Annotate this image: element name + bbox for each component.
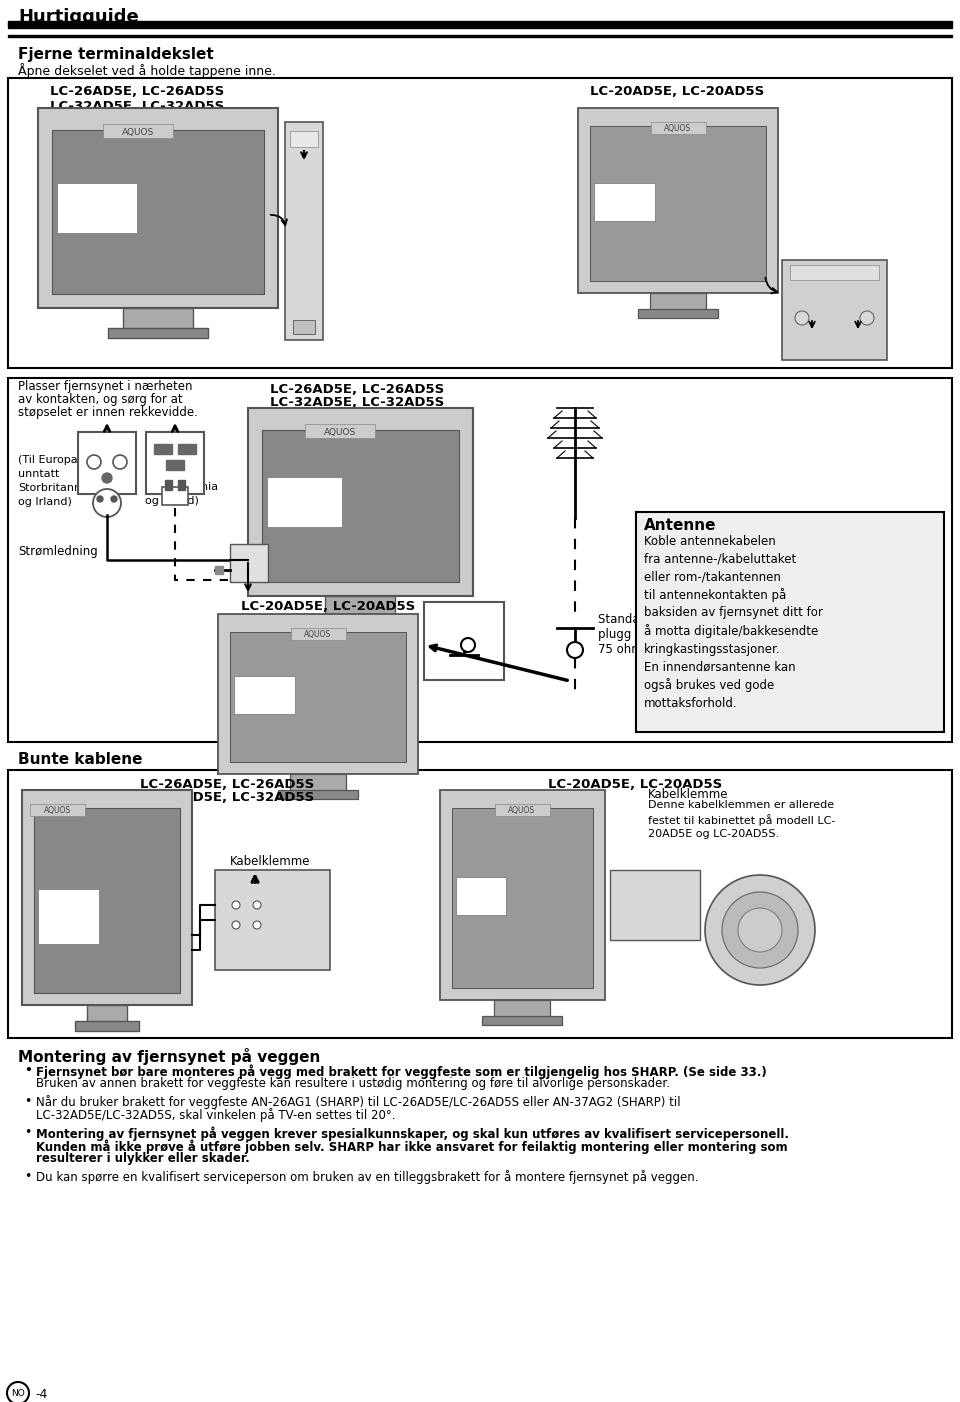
Text: Kabelklemme: Kabelklemme (648, 788, 729, 801)
Text: Standard DIN45325-
plugg (IEC 169-2)
75 ohms koaksialkabel: Standard DIN45325- plugg (IEC 169-2) 75 … (598, 613, 732, 656)
Text: LC-20AD5E, LC-20AD5S: LC-20AD5E, LC-20AD5S (241, 600, 415, 613)
Bar (162, 486, 188, 505)
Circle shape (253, 921, 261, 930)
Bar (108, 328, 208, 338)
Bar (230, 632, 406, 763)
Circle shape (102, 472, 112, 484)
Text: Bruken av annen brakett for veggfeste kan resultere i ustødig montering og føre : Bruken av annen brakett for veggfeste ka… (36, 1077, 670, 1089)
Text: resulterer i ulykker eller skader.: resulterer i ulykker eller skader. (36, 1152, 250, 1165)
Bar (75, 1021, 139, 1030)
Bar (165, 479, 172, 491)
Circle shape (253, 901, 261, 908)
Bar (267, 477, 342, 527)
Bar (293, 320, 315, 334)
Bar (103, 123, 173, 137)
Bar (22, 789, 192, 1005)
Bar (424, 601, 504, 680)
Bar (262, 430, 459, 582)
Bar (650, 293, 706, 311)
Text: Hurtigguide: Hurtigguide (18, 8, 139, 27)
Bar (482, 1016, 562, 1025)
Text: AQUOS: AQUOS (509, 806, 536, 815)
Bar (305, 423, 375, 437)
Bar (325, 596, 395, 618)
Bar (638, 308, 718, 318)
Text: LC-32AD5E, LC-32AD5S: LC-32AD5E, LC-32AD5S (140, 791, 314, 803)
Text: LC-32AD5E/LC-32AD5S, skal vinkelen på TV-en settes til 20°.: LC-32AD5E/LC-32AD5S, skal vinkelen på TV… (36, 1108, 396, 1122)
Bar (610, 871, 700, 939)
Text: NO: NO (12, 1388, 25, 1398)
Text: LC-26AD5E, LC-26AD5S: LC-26AD5E, LC-26AD5S (270, 383, 444, 395)
Text: Koble antennekabelen
fra antenne-/kabeluttaket
eller rom-/takantennen
til antenn: Koble antennekabelen fra antenne-/kabelu… (644, 536, 823, 709)
Text: (Til Europa,
unntatt
Storbritannia
og Irland): (Til Europa, unntatt Storbritannia og Ir… (18, 456, 91, 508)
Text: Montering av fjernsynet på veggen krever spesialkunnskaper, og skal kun utføres : Montering av fjernsynet på veggen krever… (36, 1126, 789, 1141)
Bar (290, 130, 318, 147)
Bar (291, 628, 346, 639)
Bar (57, 184, 137, 233)
Bar (178, 444, 196, 454)
Circle shape (97, 496, 103, 502)
Bar (578, 108, 778, 293)
Bar (594, 184, 655, 222)
Text: Antenne: Antenne (644, 517, 716, 533)
Text: Kabelklemme: Kabelklemme (230, 855, 310, 868)
Bar (178, 479, 185, 491)
Bar (38, 108, 278, 308)
Bar (87, 1005, 127, 1023)
Bar (790, 265, 879, 280)
Bar (166, 460, 184, 470)
Bar (52, 130, 264, 294)
Bar (154, 444, 172, 454)
Circle shape (93, 489, 121, 517)
Bar (218, 614, 418, 774)
Text: •: • (24, 1126, 32, 1138)
Circle shape (461, 638, 475, 652)
Bar (30, 803, 85, 816)
Bar (290, 774, 346, 792)
Text: AQUOS: AQUOS (664, 123, 691, 133)
Bar (215, 566, 223, 573)
Text: •: • (24, 1064, 32, 1077)
Text: Strømledning: Strømledning (18, 545, 98, 558)
Circle shape (7, 1382, 29, 1402)
Text: Åpne dekselet ved å holde tappene inne.: Åpne dekselet ved å holde tappene inne. (18, 63, 276, 79)
Bar (782, 259, 887, 360)
Bar (8, 35, 952, 36)
Bar (8, 79, 952, 367)
Bar (8, 379, 952, 742)
Circle shape (232, 901, 240, 908)
Bar (278, 789, 358, 799)
Bar (123, 308, 193, 329)
Bar (78, 432, 136, 494)
Text: Montering av fjernsynet på veggen: Montering av fjernsynet på veggen (18, 1049, 321, 1066)
Circle shape (87, 456, 101, 470)
Bar (248, 408, 473, 596)
Text: Bunte kablene: Bunte kablene (18, 751, 142, 767)
Text: LC-26AD5E, LC-26AD5S: LC-26AD5E, LC-26AD5S (140, 778, 314, 791)
Text: støpselet er innen rekkevidde.: støpselet er innen rekkevidde. (18, 407, 198, 419)
Bar (452, 808, 593, 988)
Text: AQUOS: AQUOS (43, 806, 71, 815)
Bar (8, 21, 952, 28)
Bar (234, 676, 295, 714)
Text: AQUOS: AQUOS (122, 129, 155, 137)
Bar (310, 615, 410, 627)
Text: •: • (24, 1171, 32, 1183)
Text: (Til
Storbritannia
og Irland): (Til Storbritannia og Irland) (145, 468, 218, 506)
Bar (34, 808, 180, 993)
Circle shape (111, 496, 117, 502)
Bar (38, 889, 99, 944)
Bar (636, 512, 944, 732)
Circle shape (232, 921, 240, 930)
Text: LC-20AD5E, LC-20AD5S: LC-20AD5E, LC-20AD5S (548, 778, 722, 791)
Text: Denne kabelklemmen er allerede
festet til kabinettet på modell LC-
20AD5E og LC-: Denne kabelklemmen er allerede festet ti… (648, 801, 835, 838)
Bar (146, 432, 204, 494)
Bar (230, 544, 268, 582)
Text: •: • (24, 1095, 32, 1108)
Bar (285, 122, 323, 341)
Text: LC-20AD5E, LC-20AD5S: LC-20AD5E, LC-20AD5S (590, 86, 764, 98)
Text: AQUOS: AQUOS (324, 429, 356, 437)
Bar (440, 789, 605, 1000)
Circle shape (738, 908, 782, 952)
Circle shape (113, 456, 127, 470)
